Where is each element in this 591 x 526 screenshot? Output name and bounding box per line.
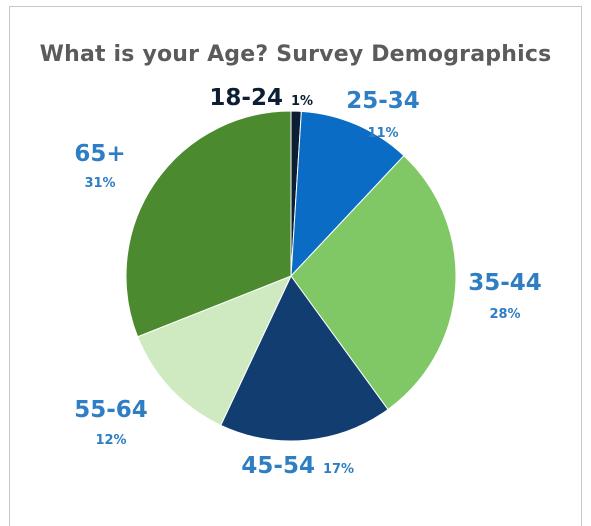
slice-name-55-64: 55-64: [74, 397, 148, 423]
slice-name-18-24: 18-24: [209, 85, 283, 111]
slice-value-35-44: 28%: [489, 307, 520, 322]
slice-value-65plus: 31%: [84, 176, 115, 191]
slice-label-45-54: 45-54 17%: [241, 453, 354, 479]
slice-value-45-54: 17%: [323, 462, 354, 477]
slice-value-18-24: 1%: [291, 94, 313, 109]
slice-name-35-44: 35-44: [468, 270, 542, 296]
slice-value-25-34: 11%: [367, 126, 398, 141]
slice-name-25-34: 25-34: [346, 88, 420, 114]
pie-slice-65plus: [125, 110, 292, 338]
pie-slice-55-64: [136, 275, 292, 426]
chart-title: What is your Age? Survey Demographics: [39, 42, 552, 67]
pie-chart: 18-24 1% 25-34 11% 35-44 28% 45-54 17% 55-64 12% 6…: [74, 85, 542, 479]
pie-slice-35-44: [290, 155, 457, 411]
slice-name-45-54: 45-54: [241, 453, 315, 479]
pie-slice-45-54: [220, 275, 389, 442]
slice-value-55-64: 12%: [95, 433, 126, 448]
slice-label-18-24: 18-24 1%: [209, 85, 313, 111]
slice-name-65plus: 65+: [74, 141, 125, 167]
pie-slice-25-34: [290, 110, 405, 278]
